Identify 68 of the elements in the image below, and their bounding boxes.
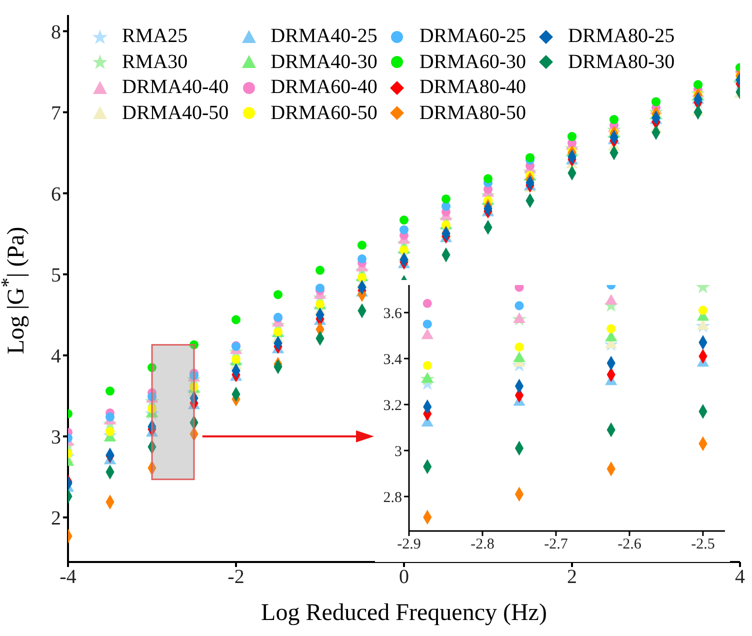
point [513, 312, 526, 323]
y-tick-label: 3.4 [383, 352, 402, 368]
point [696, 319, 710, 330]
y-tick-label: 5 [51, 264, 61, 286]
point [315, 284, 325, 293]
y-tick-label: 2.8 [383, 490, 402, 506]
legend-label: DRMA60-50 [270, 102, 378, 125]
legend-label: RMA25 [122, 25, 188, 48]
legend-label: DRMA60-40 [270, 76, 378, 100]
x-tick-label: 0 [399, 566, 409, 588]
point [514, 301, 524, 310]
point [189, 340, 199, 350]
legend-label: DRMA60-30 [419, 50, 526, 74]
x-axis-title: Log Reduced Frequency (Hz) [260, 600, 548, 627]
point [399, 225, 409, 234]
point [399, 246, 409, 255]
legend-label: DRMA40-25 [270, 25, 378, 48]
point [273, 290, 283, 300]
y-tick-label: 8 [51, 21, 61, 44]
x-tick-label: -4 [60, 566, 76, 588]
y-tick-label: 3.2 [383, 398, 402, 414]
x-tick-label: -2.8 [470, 536, 494, 553]
legend-label: DRMA80-25 [568, 25, 675, 48]
point [357, 273, 367, 282]
point [698, 306, 708, 315]
y-tick-label: 6 [51, 183, 61, 206]
y-tick-label: 3 [51, 426, 61, 448]
point [147, 404, 157, 414]
x-tick-label: -2.6 [618, 536, 642, 553]
point [315, 266, 325, 275]
x-tick-label: -2.5 [691, 536, 715, 553]
y-tick-label: 4 [51, 345, 61, 368]
point [357, 254, 367, 264]
point [483, 174, 493, 184]
x-tick-label: -2.9 [397, 536, 421, 553]
point [105, 412, 115, 422]
point [606, 324, 616, 334]
point [357, 240, 367, 250]
legend-label: DRMA80-40 [419, 76, 526, 100]
point [441, 194, 451, 204]
point [422, 320, 432, 329]
point [105, 386, 115, 396]
point [525, 153, 535, 162]
legend-label: DRMA40-30 [270, 50, 378, 74]
legend-label: DRMA40-40 [122, 76, 229, 100]
point [605, 294, 618, 305]
x-tick-label: 4 [735, 566, 745, 588]
x-tick-label: -2.7 [544, 536, 568, 553]
point [514, 342, 524, 352]
legend-label: DRMA60-25 [419, 25, 526, 48]
legend-label: DRMA80-30 [568, 50, 675, 74]
point [147, 363, 157, 372]
legend-label: DRMA40-50 [122, 102, 229, 125]
y-tick-label: 3.6 [383, 306, 402, 322]
legend-label: DRMA80-50 [419, 102, 526, 125]
point [231, 315, 241, 324]
point [421, 328, 434, 340]
legend-label: RMA30 [122, 50, 188, 74]
y-tick-label: 3 [394, 444, 402, 460]
point [422, 298, 432, 308]
x-tick-label: 2 [567, 566, 577, 588]
point [422, 360, 432, 370]
point [513, 352, 526, 362]
point [105, 427, 115, 436]
y-tick-label: 2 [51, 508, 61, 530]
y-tick-label: 7 [51, 102, 61, 124]
point [399, 216, 409, 225]
x-tick-label: -2 [228, 566, 244, 588]
